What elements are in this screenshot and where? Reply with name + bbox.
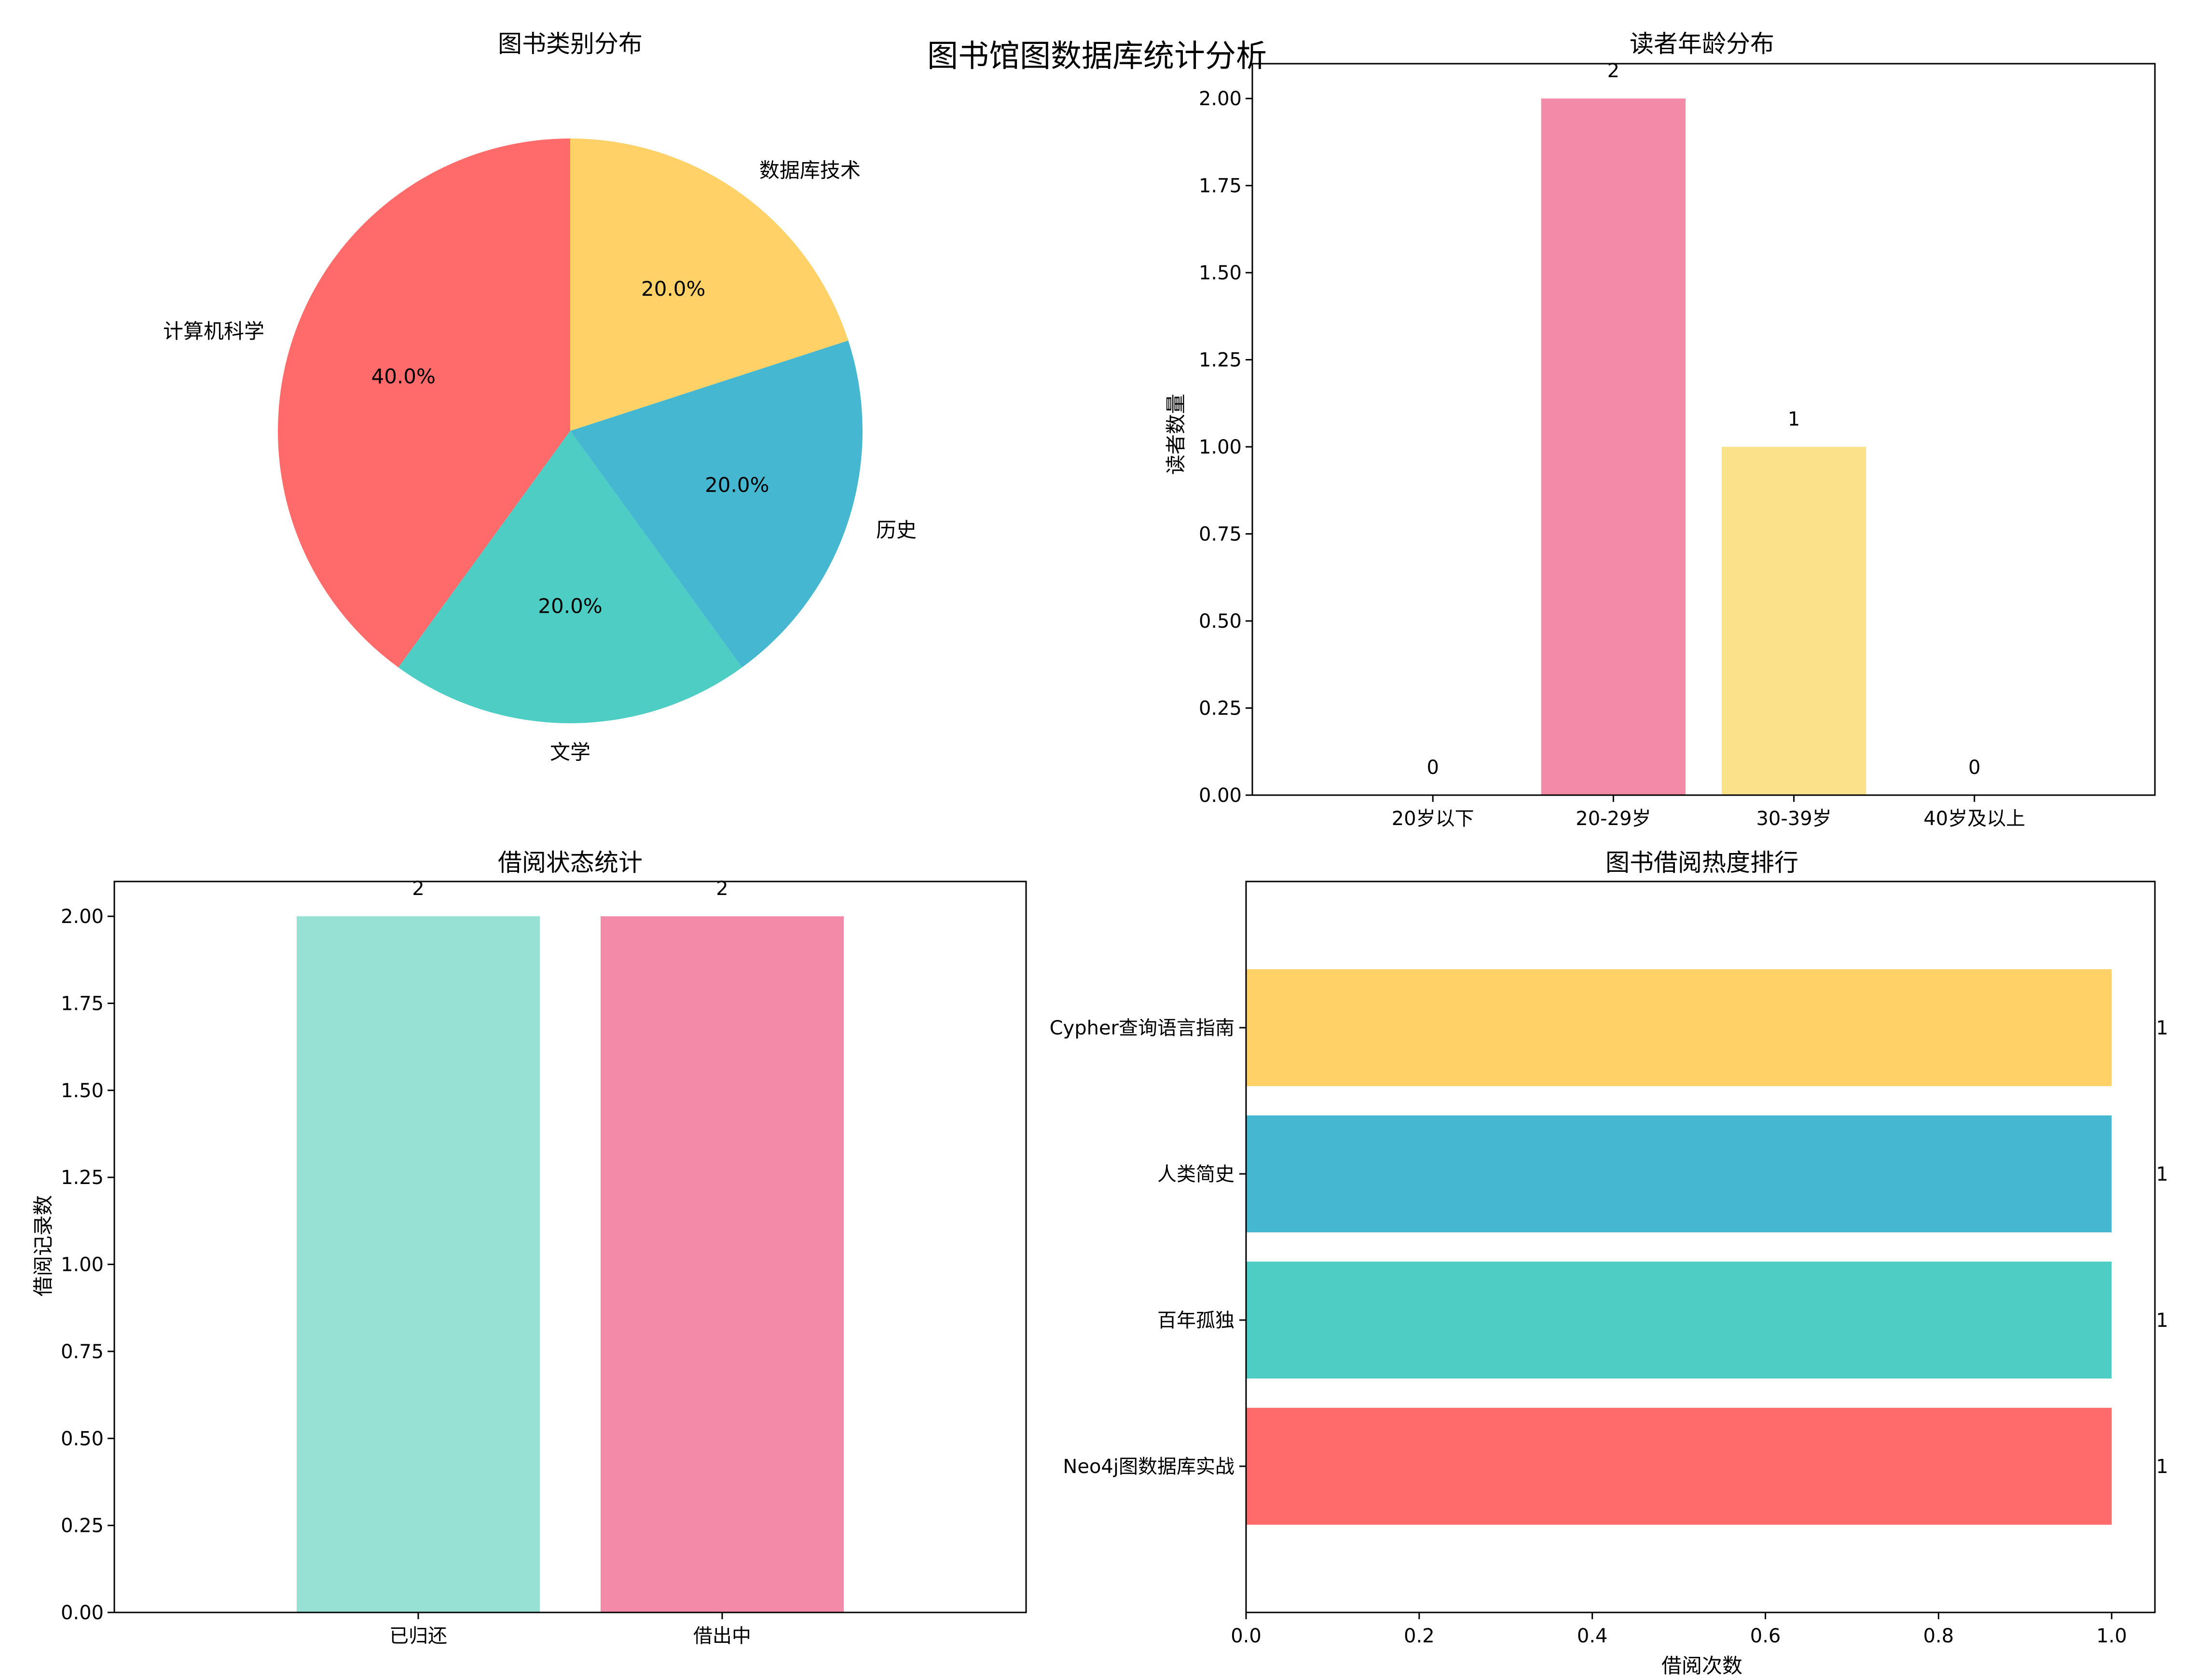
pie-slice <box>570 340 863 668</box>
age-bar-value-label: 0 <box>1968 757 1980 779</box>
age-ytick-label: 0.25 <box>1199 698 1242 720</box>
age-ytick-label: 1.00 <box>1199 436 1242 458</box>
popularity-ytick-label: Cypher查询语言指南 <box>1050 1017 1234 1039</box>
category-pie-chart: 图书类别分布 计算机科学 40.0% 文学 20.0% 历史 20.0% 数据库技术 20.0… <box>163 30 917 764</box>
reader-age-bar-chart: 读者年龄分布 读者数量 020岁以下220-29岁130-39岁040岁及以上0… <box>1164 30 2156 830</box>
popularity-bar <box>1246 1407 2112 1525</box>
status-xtick-label: 借出中 <box>693 1625 751 1647</box>
age-ytick-label: 1.75 <box>1199 175 1242 197</box>
age-bar-value-label: 1 <box>1788 408 1800 430</box>
age-ytick-label: 2.00 <box>1199 88 1242 110</box>
popularity-chart-title: 图书借阅热度排行 <box>1605 849 1798 877</box>
status-bar <box>297 916 540 1612</box>
status-chart-ylabel: 借阅记录数 <box>31 1195 55 1296</box>
status-ytick-label: 1.00 <box>61 1254 104 1276</box>
pie-category-label: 数据库技术 <box>759 159 861 182</box>
popularity-bar-value-label: 1 <box>2156 1309 2168 1332</box>
popularity-xtick-label: 1.0 <box>2096 1625 2127 1647</box>
popularity-ytick-label: 百年孤独 <box>1157 1309 1234 1332</box>
pie-percent-label: 20.0% <box>538 594 602 618</box>
status-ytick-label: 1.50 <box>61 1080 104 1102</box>
pie-percent-label: 20.0% <box>705 473 769 496</box>
age-bar <box>1721 447 1866 795</box>
age-ytick-label: 1.25 <box>1199 349 1242 372</box>
age-chart-title: 读者年龄分布 <box>1630 30 1774 58</box>
pie-category-label: 计算机科学 <box>163 319 264 343</box>
pie-slice <box>277 138 570 668</box>
status-bar <box>601 916 844 1612</box>
pie-slice <box>398 431 742 724</box>
popularity-ytick-label: 人类简史 <box>1157 1163 1234 1185</box>
age-xtick-label: 20-29岁 <box>1576 808 1651 830</box>
age-bar <box>1541 98 1686 796</box>
figure-suptitle: 图书馆图数据库统计分析 <box>927 39 1267 74</box>
age-xtick-label: 30-39岁 <box>1756 808 1831 830</box>
popularity-xtick-label: 0.6 <box>1750 1625 1781 1647</box>
status-ytick-label: 0.25 <box>61 1515 104 1537</box>
popularity-bar <box>1246 1261 2112 1379</box>
age-xtick-label: 40岁及以上 <box>1923 808 2025 830</box>
popularity-bar-value-label: 1 <box>2156 1456 2168 1478</box>
status-chart-title: 借阅状态统计 <box>498 849 643 877</box>
popularity-xtick-label: 0.0 <box>1231 1625 1262 1647</box>
status-ytick-label: 0.00 <box>61 1602 104 1624</box>
pie-slice <box>570 138 849 431</box>
status-xtick-label: 已归还 <box>389 1625 447 1647</box>
status-ytick-label: 0.50 <box>61 1428 104 1450</box>
pie-category-label: 历史 <box>876 518 917 542</box>
status-ytick-label: 1.25 <box>61 1167 104 1189</box>
pie-category-label: 文学 <box>550 741 590 764</box>
age-ytick-label: 0.50 <box>1199 610 1242 633</box>
age-ytick-label: 0.75 <box>1199 523 1242 546</box>
age-ytick-label: 0.00 <box>1199 785 1242 807</box>
book-popularity-barh-chart: 图书借阅热度排行 借阅次数 1 Neo4j图数据库实战 1 百年孤独 1 人类简史 1 Cyp… <box>1050 849 2168 1678</box>
pie-percent-label: 40.0% <box>371 365 435 388</box>
age-ytick-label: 1.50 <box>1199 262 1242 284</box>
pie-percent-label: 20.0% <box>641 277 705 301</box>
age-bar-value-label: 0 <box>1426 757 1439 779</box>
popularity-xtick-label: 0.8 <box>1923 1625 1954 1647</box>
popularity-chart-frame <box>1245 881 2156 1613</box>
popularity-bar-value-label: 1 <box>2156 1163 2168 1185</box>
popularity-bar <box>1246 969 2112 1087</box>
popularity-bar <box>1246 1115 2112 1233</box>
status-ytick-label: 0.75 <box>61 1341 104 1363</box>
popularity-xtick-label: 0.2 <box>1404 1625 1435 1647</box>
popularity-chart-xlabel: 借阅次数 <box>1661 1654 1742 1678</box>
popularity-ytick-label: Neo4j图数据库实战 <box>1063 1456 1234 1478</box>
popularity-bar-value-label: 1 <box>2156 1017 2168 1039</box>
status-ytick-label: 2.00 <box>61 906 104 928</box>
loan-status-bar-chart: 借阅状态统计 借阅记录数 2已归还2借出中0.000.250.500.751.0… <box>31 849 1027 1647</box>
status-chart-frame <box>113 881 1027 1613</box>
popularity-xtick-label: 0.4 <box>1577 1625 1608 1647</box>
pie-chart-title: 图书类别分布 <box>498 30 643 58</box>
status-ytick-label: 1.75 <box>61 993 104 1015</box>
age-chart-frame <box>1251 63 2156 796</box>
age-chart-ylabel: 读者数量 <box>1164 394 1188 475</box>
age-xtick-label: 20岁以下 <box>1392 808 1474 830</box>
